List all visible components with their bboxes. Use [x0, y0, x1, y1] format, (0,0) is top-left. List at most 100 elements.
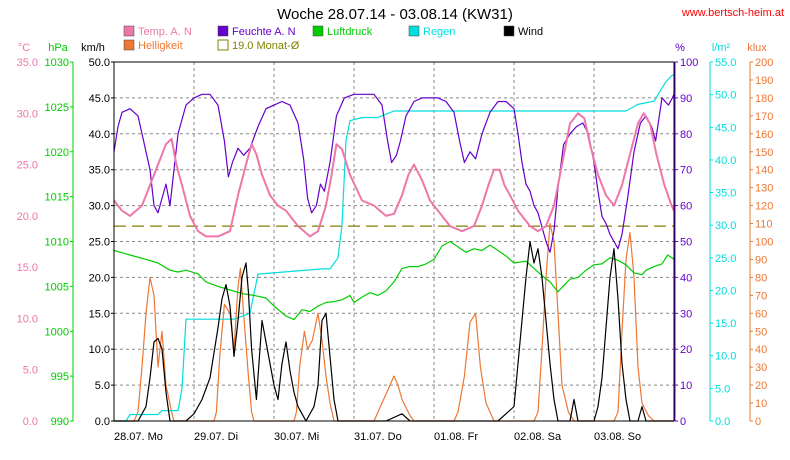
pressure-tick-label: 1030: [45, 57, 69, 69]
legend-label: Luftdruck: [327, 26, 373, 38]
temp-tick-label: 0.0: [23, 416, 38, 428]
rain-tick-label: 30.0: [715, 220, 736, 232]
rain-tick-label: 35.0: [715, 188, 736, 200]
legend-swatch: [217, 39, 229, 51]
series-line-wind: [114, 240, 674, 422]
x-day-label: 01.08. Fr: [434, 431, 478, 443]
lux-tick-label: 170: [755, 111, 773, 123]
lux-tick-label: 10: [755, 398, 767, 410]
lux-tick-label: 70: [755, 290, 767, 302]
lux-tick-label: 150: [755, 147, 773, 159]
lux-tick-label: 50: [755, 326, 767, 338]
lux-unit-label: klux: [747, 42, 767, 54]
x-day-label: 30.07. Mi: [274, 431, 319, 443]
humidity-tick-label: 30: [680, 308, 692, 320]
rain-tick-label: 15.0: [715, 318, 736, 330]
lux-tick-label: 110: [755, 219, 773, 231]
pressure-tick-label: 990: [51, 416, 69, 428]
rain-tick-label: 50.0: [715, 90, 736, 102]
x-day-label: 29.07. Di: [194, 431, 238, 443]
series-line-temp-a-n: [113, 112, 675, 238]
lux-tick-label: 40: [755, 344, 767, 356]
rain-tick-label: 5.0: [715, 383, 730, 395]
wind-tick-label: 45.0: [89, 93, 110, 105]
wind-tick-label: 30.0: [89, 201, 110, 213]
lux-tick-label: 60: [755, 308, 767, 320]
lux-tick-label: 20: [755, 380, 767, 392]
pressure-tick-label: 1015: [45, 192, 69, 204]
legend-swatch: [123, 39, 135, 51]
lux-tick-label: 100: [755, 237, 773, 249]
temp-tick-label: 20.0: [17, 211, 38, 223]
humidity-unit-label: %: [675, 42, 685, 54]
lux-tick-label: 120: [755, 201, 773, 213]
temp-tick-label: 15.0: [17, 262, 38, 274]
pressure-tick-label: 1020: [45, 147, 69, 159]
legend-label: Wind: [518, 26, 543, 38]
legend-item[interactable]: Helligkeit: [123, 39, 183, 52]
legend-item[interactable]: Luftdruck: [312, 25, 373, 38]
wind-tick-label: 25.0: [89, 237, 110, 249]
lux-tick-label: 80: [755, 272, 767, 284]
humidity-tick-label: 40: [680, 272, 692, 284]
legend-label: Helligkeit: [138, 40, 183, 52]
series-line-helligkeit: [114, 222, 674, 422]
legend-label: Temp. A. N: [138, 26, 192, 38]
series-layer: [113, 74, 675, 422]
rain-unit-label: l/m²: [712, 42, 731, 54]
legend-item[interactable]: 19.0 Monat-Ø: [217, 39, 300, 52]
temp-tick-label: 35.0: [17, 57, 38, 69]
wind-tick-label: 20.0: [89, 272, 110, 284]
legend-label: Feuchte A. N: [232, 26, 296, 38]
temp-tick-label: 5.0: [23, 365, 38, 377]
humidity-tick-label: 90: [680, 93, 692, 105]
series-line-luftdruck: [113, 240, 675, 321]
lux-tick-label: 180: [755, 93, 773, 105]
legend-label: 19.0 Monat-Ø: [232, 40, 300, 52]
x-axis-labels: 28.07. Mo 29.07. Di 30.07. Mi 31.07. Do 01.0…: [114, 431, 641, 443]
temp-tick-label: 25.0: [17, 160, 38, 172]
humidity-tick-label: 20: [680, 344, 692, 356]
humidity-tick-label: 60: [680, 201, 692, 213]
legend-swatch: [503, 25, 515, 37]
wind-tick-label: 10.0: [89, 344, 110, 356]
x-day-label: 31.07. Do: [354, 431, 402, 443]
wind-tick-label: 5.0: [95, 380, 110, 392]
humidity-tick-label: 80: [680, 129, 692, 141]
lux-tick-label: 130: [755, 183, 773, 195]
x-day-label: 02.08. Sa: [514, 431, 562, 443]
lux-tick-label: 200: [755, 57, 773, 69]
lux-tick-label: 160: [755, 129, 773, 141]
lux-tick-label: 140: [755, 165, 773, 177]
pressure-tick-label: 1005: [45, 281, 69, 293]
site-url[interactable]: www.bertsch-heim.at: [681, 7, 784, 19]
series-line-feuchte-a-n: [113, 93, 675, 253]
rain-tick-label: 40.0: [715, 155, 736, 167]
wind-tick-label: 50.0: [89, 57, 110, 69]
series-line-regen: [114, 74, 674, 422]
rain-tick-label: 25.0: [715, 253, 736, 265]
chart-title: Woche 28.07.14 - 03.08.14 (KW31): [277, 6, 513, 23]
pressure-tick-label: 995: [51, 371, 69, 383]
wind-tick-label: 0.0: [95, 416, 110, 428]
legend-swatch: [408, 25, 420, 37]
wind-tick-label: 35.0: [89, 165, 110, 177]
humidity-tick-label: 100: [680, 57, 698, 69]
legend-swatch: [217, 25, 229, 37]
legend-label: Regen: [423, 26, 455, 38]
temp-tick-label: 10.0: [17, 313, 38, 325]
rain-tick-label: 0.0: [715, 416, 730, 428]
lux-tick-label: 0: [755, 416, 761, 428]
rain-tick-label: 55.0: [715, 57, 736, 69]
temp-tick-label: 30.0: [17, 108, 38, 120]
legend-item[interactable]: Temp. A. N: [123, 25, 192, 38]
legend-item[interactable]: Feuchte A. N: [217, 25, 296, 38]
legend-item[interactable]: Wind: [503, 25, 543, 38]
rain-tick-label: 45.0: [715, 122, 736, 134]
grid: [114, 62, 674, 421]
lux-tick-label: 190: [755, 75, 773, 87]
humidity-tick-label: 10: [680, 380, 692, 392]
legend-item[interactable]: Regen: [408, 25, 455, 38]
axis-unit-labels: °C hPa km/h% l/m² klux: [18, 42, 767, 54]
